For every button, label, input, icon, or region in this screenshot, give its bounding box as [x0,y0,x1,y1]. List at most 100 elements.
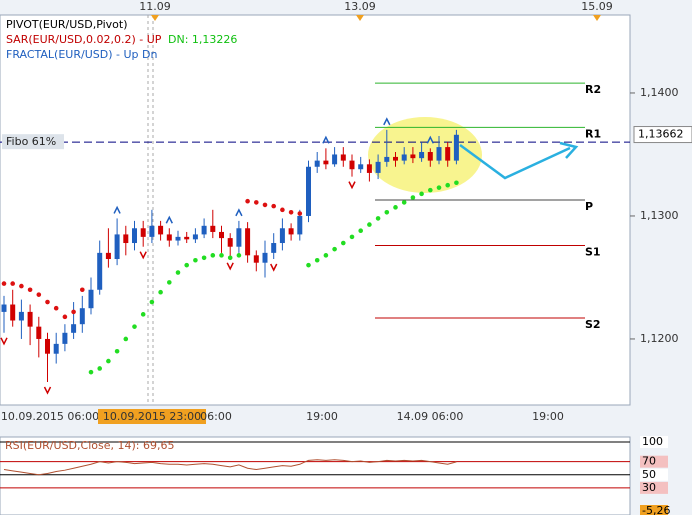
sar-dot [341,240,346,246]
fibo-label-bg [2,134,64,150]
sar-dot [428,187,433,193]
sar-dot [358,228,364,234]
top-axis-label: 11.09 [139,0,171,13]
pivot-label: S2 [585,318,601,331]
sar-dot [262,202,268,208]
candle-body [358,164,364,170]
rsi-tick-bg [640,481,668,494]
candle-body [410,154,416,159]
candle-body [314,160,320,167]
candle-body [306,166,311,216]
fractal-down [270,263,278,272]
price-pane [0,14,631,406]
candle-body [18,311,24,321]
sar-dot [80,287,85,293]
sar-dot [27,287,33,293]
fractal-up [113,205,121,214]
last-price-label: 1,13662 [638,128,684,141]
sar-dot [297,211,303,216]
sar-dot [271,203,277,209]
sar-dot [53,305,59,311]
sar-dot [114,348,120,354]
candle-body [427,152,433,161]
candle-body [149,225,155,237]
candle-body [123,234,129,244]
rsi-label: RSI(EUR/USD,Close, 14): 69,65 [5,439,174,452]
sar-dot [227,255,233,261]
bottom-axis-label: 06:00 [200,410,232,423]
candle-body [332,154,338,165]
bottom-axis-label: 14.09 06:00 [397,410,464,423]
sar-dot [184,262,189,268]
candle-body [366,164,372,173]
candle-body [192,234,198,240]
sar-dot [219,253,224,258]
arrow-head [559,141,579,159]
candle-body [184,236,190,240]
candle-body [166,234,172,241]
sar-dot [123,336,129,342]
bottom-axis-label: 19:00 [306,410,338,423]
bottom-axis-label: 19:00 [532,410,564,423]
sar-dot [97,366,102,371]
rsi-tick-bg [640,436,668,448]
candle-body [445,147,451,161]
sar-dot [401,200,407,205]
highlight-ellipse [368,117,482,193]
time-marker [593,15,601,21]
legend-entry: PIVOT(EUR/USD,Pivot) [6,18,128,31]
fractal-up [322,135,330,144]
candle-body [79,308,85,325]
sar-dot [175,270,181,275]
sar-dot [288,209,294,215]
time-marker [356,15,364,21]
candle-body [36,326,42,339]
rsi-tick-label: -5,26 [642,504,670,515]
candle-body [419,152,425,159]
y-tick-label: 1,1200 [640,332,679,345]
candle-body [88,289,94,309]
candle-body [253,255,259,263]
bottom-axis-label: 10.09.2015 06:00 [1,410,99,423]
pivot-label: P [585,200,593,213]
legend-entry: FRACTAL(EUR/USD) - Up Dn [6,48,157,61]
candle-body [297,215,303,235]
last-price-tag [633,126,692,144]
rsi-line [3,459,457,476]
sar-dot [132,324,137,329]
sar-dot [393,205,398,210]
y-tick-label: 1,1300 [640,209,679,222]
sar-dot [445,182,451,188]
rsi-tick-bg [640,468,668,481]
candle-body [288,228,294,235]
candle-body [340,154,346,161]
candle-body [140,228,146,237]
sar-dot [201,255,207,261]
candle-body [227,238,233,247]
candle-body [45,338,50,354]
sar-dot [375,216,381,221]
candle-body [97,252,103,290]
fractal-down [0,337,8,346]
time-marker [151,15,159,21]
y-tick-label: 1,1400 [640,86,679,99]
sar-dot [1,281,7,286]
sar-dot [167,280,172,285]
sar-dot [419,191,424,197]
sar-dot [323,253,329,258]
candle-body [349,160,355,170]
forecast-arrow [459,143,571,180]
rsi-tick-label: 50 [642,468,656,481]
fractal-up [383,117,391,126]
candle-body [175,236,181,241]
sar-dot [88,369,94,375]
sar-dot [158,289,163,295]
candle-body [10,304,16,321]
candle-body [132,228,137,244]
fractal-down [43,386,52,395]
legend-entry: SAR(EUR/USD,0.02,0.2) - UP [6,33,162,46]
pivot-label: S1 [585,245,601,258]
sar-dot [10,281,15,286]
pivot-label: R2 [585,83,601,96]
sar-dot [62,314,68,320]
